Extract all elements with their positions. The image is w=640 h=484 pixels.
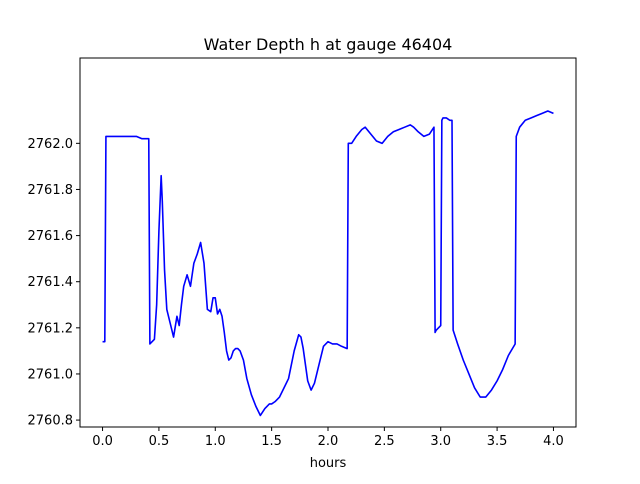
plot-area: 0.0 0.5 1.0 1.5 2.0 2.5 3.0 3.5 4.0 2760.8 2761.0 2… [28, 57, 577, 449]
x-axis-label: hours [310, 456, 347, 471]
y-tick-label: 2761.6 [28, 229, 74, 244]
x-tick-label: 3.5 [487, 434, 508, 449]
series-line-0 [102, 110, 554, 417]
y-tick-label: 2761.2 [28, 321, 74, 336]
x-tick-label: 0.5 [149, 434, 170, 449]
y-tick-label: 2761.8 [28, 183, 74, 198]
x-tick-label: 1.0 [205, 434, 226, 449]
chart-title: Water Depth h at gauge 46404 [204, 35, 453, 54]
x-tick-label: 0.0 [92, 434, 113, 449]
x-tick-label: 4.0 [543, 434, 564, 449]
y-tick-label: 2762.0 [28, 137, 74, 152]
x-tick-label: 2.0 [318, 434, 339, 449]
y-tick-label: 2760.8 [28, 414, 74, 429]
y-tick-label: 2761.0 [28, 367, 74, 382]
x-tick-label: 3.0 [430, 434, 451, 449]
y-tick-label: 2761.4 [28, 275, 74, 290]
x-tick-label: 1.5 [261, 434, 282, 449]
x-tick-label: 2.5 [374, 434, 395, 449]
